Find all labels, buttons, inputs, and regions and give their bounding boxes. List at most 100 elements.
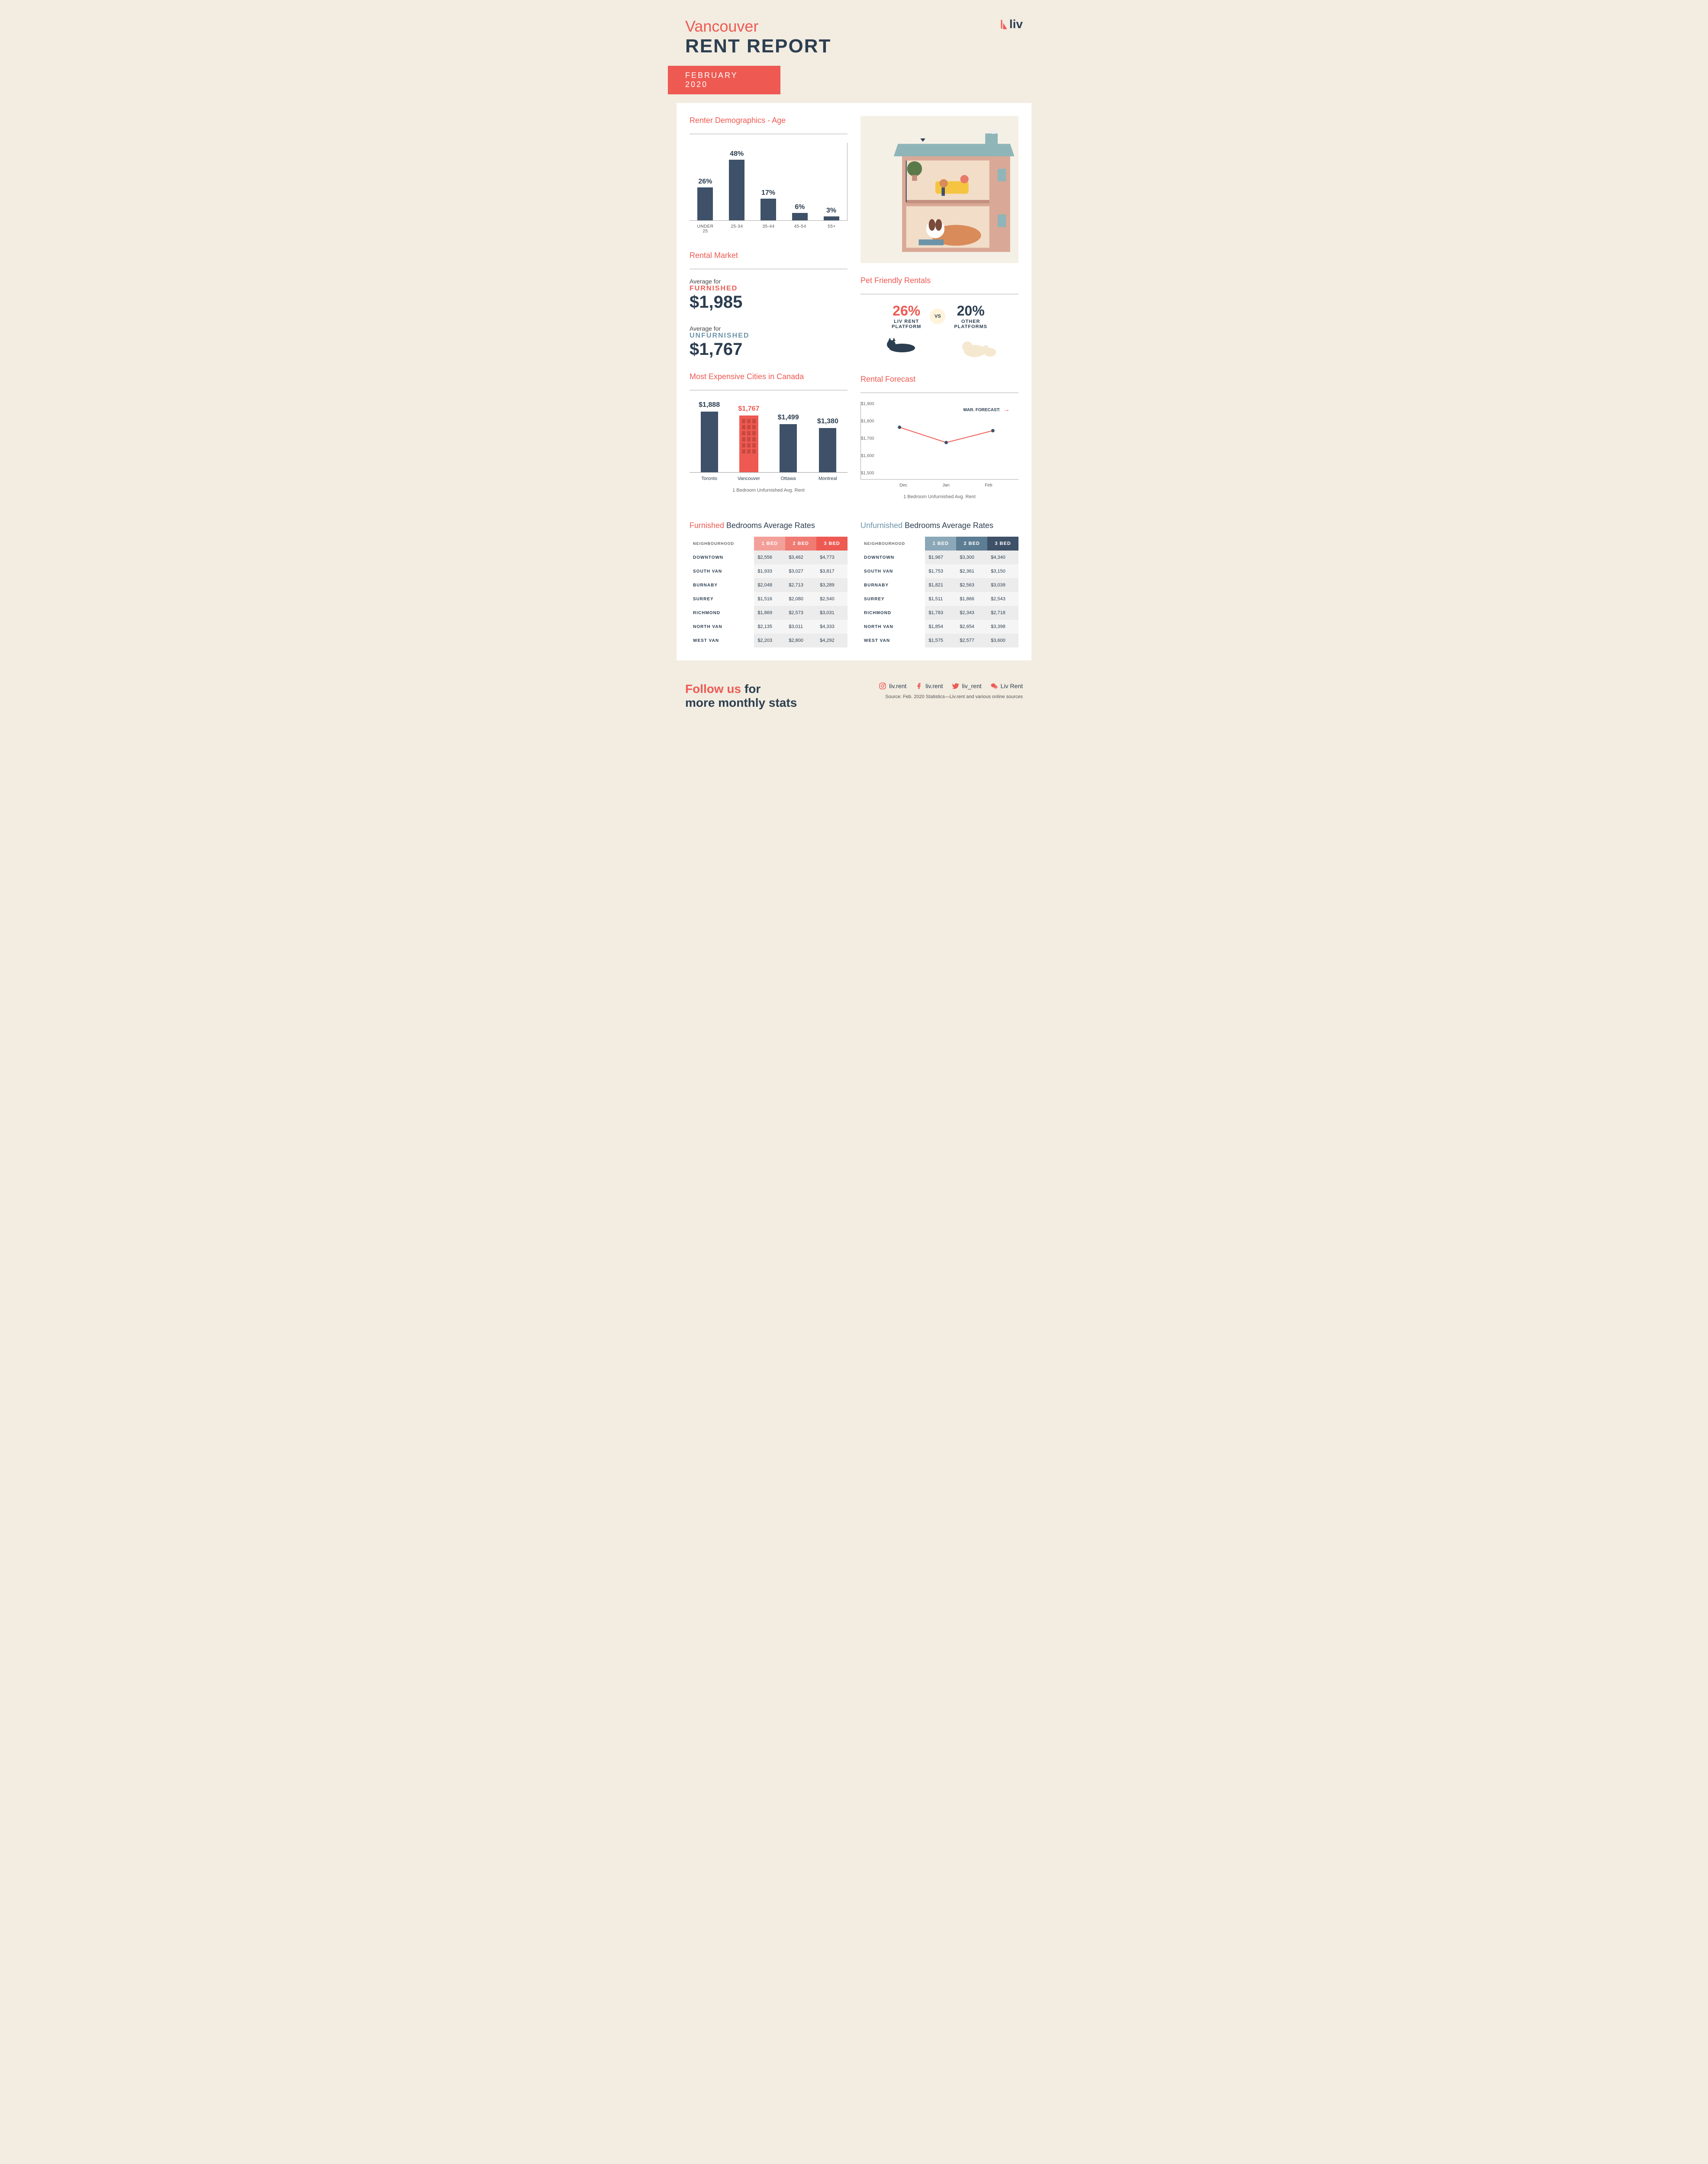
table-cell: RICHMOND	[690, 606, 754, 620]
table-row: SOUTH VAN$1,933$3,027$3,817	[690, 564, 848, 578]
table-cell: NORTH VAN	[860, 620, 925, 634]
social-item[interactable]: liv.rent	[915, 682, 943, 690]
facebook-icon	[915, 682, 923, 690]
table-cell: BURNABY	[860, 578, 925, 592]
table-cell: $1,933	[754, 564, 785, 578]
demo-category: UNDER 25	[694, 224, 717, 234]
tables-section: Furnished Bedrooms Average Rates NEIGHBO…	[690, 521, 1018, 647]
table-cell: $1,821	[925, 578, 956, 592]
source-text: Source: Feb. 2020 Statistics—Liv.rent an…	[879, 694, 1023, 699]
demo-category: 25-34	[725, 224, 748, 234]
table-header: 1 BED	[754, 537, 785, 551]
cities-chart: $1,888$1,767$1,499$1,380	[690, 399, 848, 473]
city-name: Vancouver	[733, 476, 764, 481]
main-content: Renter Demographics - Age 26%48%17%6%3% …	[677, 103, 1031, 660]
date-banner: FEBRUARY 2020	[668, 66, 780, 94]
table-cell: $2,713	[785, 578, 816, 592]
table-cell: $3,600	[987, 634, 1018, 647]
table-row: WEST VAN$1,575$2,577$3,600	[860, 634, 1018, 647]
table-row: DOWNTOWN$2,556$3,462$4,773	[690, 551, 848, 564]
table-cell: $1,967	[925, 551, 956, 564]
table-cell: $3,300	[956, 551, 987, 564]
table-header: NEIGHBOURHOOD	[690, 537, 754, 551]
table-cell: $3,027	[785, 564, 816, 578]
table-cell: $3,398	[987, 620, 1018, 634]
unfurnished-price: $1,767	[690, 340, 848, 359]
table-cell: SURREY	[860, 592, 925, 606]
table-cell: $3,011	[785, 620, 816, 634]
city-price: $1,499	[778, 414, 799, 422]
pet-illust-row	[860, 336, 1018, 357]
cities-title: Most Expensive Cities in Canada	[690, 372, 848, 381]
demographics-section: Renter Demographics - Age 26%48%17%6%3% …	[690, 116, 848, 234]
table-cell: $1,869	[754, 606, 785, 620]
social-item[interactable]: liv.rent	[879, 682, 906, 690]
forecast-ytick: $1,800	[861, 419, 874, 424]
demo-bar-label: 26%	[698, 178, 712, 186]
unfurnished-label: Average for	[690, 325, 848, 332]
logo-icon	[1001, 19, 1007, 29]
city-bar: $1,767	[733, 405, 764, 472]
top-section: Renter Demographics - Age 26%48%17%6%3% …	[690, 116, 1018, 499]
table-cell: $2,080	[785, 592, 816, 606]
table-cell: DOWNTOWN	[860, 551, 925, 564]
furnished-price: $1,985	[690, 293, 848, 312]
table-cell: $3,289	[816, 578, 848, 592]
table-cell: NORTH VAN	[690, 620, 754, 634]
furnished-rest: Bedrooms Average Rates	[724, 521, 815, 530]
pet-liv: 26% LIV RENTPLATFORM	[892, 303, 921, 329]
furnished-table-col: Furnished Bedrooms Average Rates NEIGHBO…	[690, 521, 848, 647]
instagram-icon	[879, 682, 886, 690]
furnished-type: FURNISHED	[690, 285, 848, 293]
unfurnished-table: NEIGHBOURHOOD1 BED2 BED3 BEDDOWNTOWN$1,9…	[860, 537, 1018, 647]
table-cell: $3,817	[816, 564, 848, 578]
demographics-title: Renter Demographics - Age	[690, 116, 848, 125]
city-name: Montreal	[812, 476, 843, 481]
header-titles: Vancouver RENT REPORT	[685, 17, 831, 57]
table-row: NORTH VAN$2,135$3,011$4,333	[690, 620, 848, 634]
demo-bar-rect	[697, 187, 713, 220]
forecast-ytick: $1,500	[861, 471, 874, 476]
forecast-ytick: $1,700	[861, 436, 874, 441]
follow-text: Follow us formore monthly stats	[685, 682, 797, 710]
city-price: $1,888	[699, 401, 720, 409]
furnished-table-title: Furnished Bedrooms Average Rates	[690, 521, 848, 530]
table-cell: $2,654	[956, 620, 987, 634]
demo-bar: 6%	[788, 203, 811, 221]
demo-category: 45-54	[789, 224, 812, 234]
social-item[interactable]: liv_rent	[952, 682, 982, 690]
table-cell: $1,575	[925, 634, 956, 647]
unfurnished-table-title: Unfurnished Bedrooms Average Rates	[860, 521, 1018, 530]
table-cell: $1,854	[925, 620, 956, 634]
table-row: RICHMOND$1,783$2,343$2,718	[860, 606, 1018, 620]
table-row: SURREY$1,516$2,080$2,540	[690, 592, 848, 606]
logo: liv	[1001, 17, 1023, 31]
forecast-caption: 1 Bedroom Unfurnished Avg. Rent	[860, 494, 1018, 499]
table-header: 3 BED	[816, 537, 848, 551]
city-name: Ottawa	[773, 476, 804, 481]
city-bar-rect	[701, 412, 718, 472]
table-row: NORTH VAN$1,854$2,654$3,398	[860, 620, 1018, 634]
table-cell: $3,039	[987, 578, 1018, 592]
vs-badge: VS	[930, 309, 945, 324]
forecast-xlabel: Dec	[882, 483, 925, 488]
logo-text: liv	[1009, 17, 1023, 31]
follow-text-block: Follow us formore monthly stats	[685, 682, 797, 710]
pet-stats: 26% LIV RENTPLATFORM VS 20% OTHERPLATFOR…	[860, 303, 1018, 329]
table-cell: $2,563	[956, 578, 987, 592]
table-cell: $3,150	[987, 564, 1018, 578]
demo-category: 55+	[820, 224, 843, 234]
table-cell: $2,361	[956, 564, 987, 578]
table-cell: $4,333	[816, 620, 848, 634]
footer: Follow us formore monthly stats liv.rent…	[668, 669, 1040, 723]
demo-bar: 17%	[757, 189, 780, 220]
pet-title: Pet Friendly Rentals	[860, 276, 1018, 285]
table-cell: $2,800	[785, 634, 816, 647]
table-row: RICHMOND$1,869$2,573$3,031	[690, 606, 848, 620]
social-handle: liv_rent	[962, 683, 982, 689]
demo-bar-rect	[792, 213, 808, 221]
table-cell: $4,340	[987, 551, 1018, 564]
social-item[interactable]: Liv Rent	[990, 682, 1023, 690]
unfurnished-item: Average for UNFURNISHED $1,767	[690, 325, 848, 359]
demo-category: 35-44	[757, 224, 780, 234]
